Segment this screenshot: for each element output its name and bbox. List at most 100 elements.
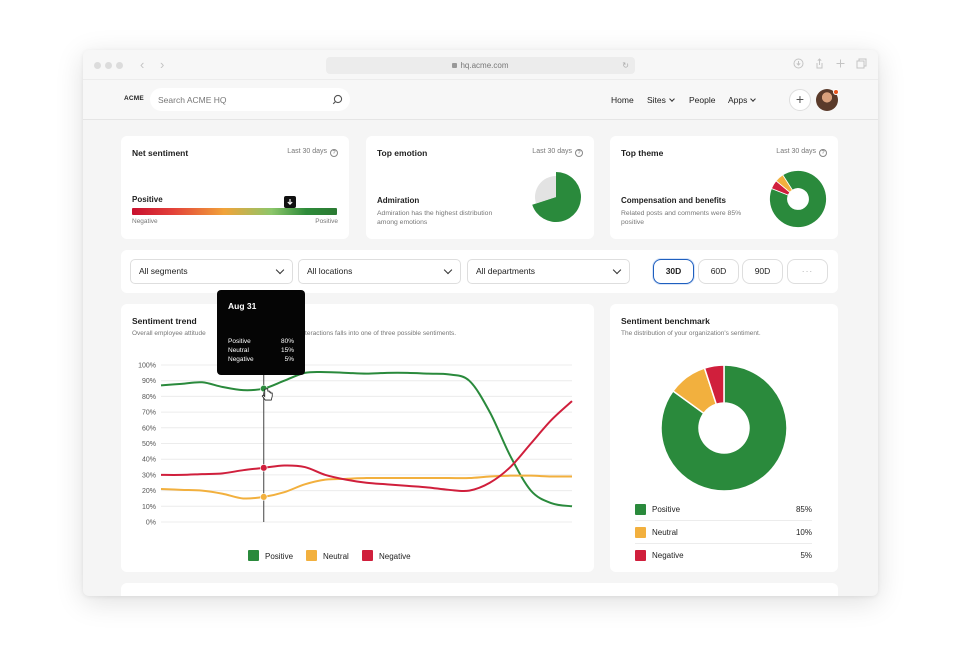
tooltip-date: Aug 31: [228, 301, 257, 311]
reload-icon[interactable]: ↻: [622, 61, 629, 70]
top-emotion-value: Admiration: [377, 196, 420, 205]
benchmark-row-positive: Positive 85%: [635, 499, 812, 521]
card-subtitle: The distribution of your organization's …: [621, 330, 761, 337]
hand-cursor-shape: [261, 387, 273, 401]
back-arrow-icon[interactable]: ‹: [140, 57, 145, 72]
scale-right-label: Positive: [315, 218, 338, 225]
card-title: Top emotion: [377, 148, 428, 158]
y-tick-label: 60%: [142, 425, 156, 432]
nav-link-apps-label: Apps: [728, 95, 748, 105]
series-line-negative: [160, 400, 573, 493]
y-tick-label: 80%: [142, 394, 156, 401]
net-sentiment-value: Positive: [132, 195, 163, 204]
sentiment-benchmark-card: Sentiment benchmark The distribution of …: [610, 304, 838, 572]
top-emotion-description: Admiration has the highest distribution …: [377, 210, 493, 226]
benchmark-value: 10%: [795, 528, 812, 537]
range-90d-button[interactable]: 90D: [742, 259, 783, 284]
search-box: [150, 88, 350, 111]
share-icon[interactable]: [814, 58, 825, 69]
y-tick-label: 100%: [138, 363, 156, 370]
range-30d-button[interactable]: 30D: [653, 259, 694, 284]
y-tick-label: 40%: [142, 457, 156, 464]
donut-slice-positive: [660, 364, 788, 492]
legend-neutral[interactable]: Neutral: [306, 550, 349, 562]
window-maximize-dot[interactable]: [116, 62, 123, 69]
period-text: Last 30 days: [532, 148, 572, 155]
top-theme-donut-chart: [769, 170, 827, 228]
add-button[interactable]: +: [789, 89, 811, 111]
legend-swatch: [635, 550, 646, 561]
more-ranges-button[interactable]: ···: [787, 259, 828, 284]
nav-link-sites[interactable]: Sites: [647, 95, 675, 105]
tooltip-label: Neutral: [228, 347, 249, 354]
card-title: Top theme: [621, 148, 664, 158]
window-minimize-dot[interactable]: [105, 62, 112, 69]
lock-icon: [452, 63, 458, 68]
nav-link-home[interactable]: Home: [611, 95, 634, 105]
info-icon[interactable]: ?: [819, 149, 827, 157]
top-emotion-card: Top emotion Last 30 days? Admiration Adm…: [366, 136, 594, 239]
scale-left-label: Negative: [132, 218, 158, 225]
search-input[interactable]: [158, 88, 328, 111]
locations-select[interactable]: All locations: [298, 259, 461, 284]
nav-link-apps[interactable]: Apps: [728, 95, 757, 105]
card-subtitle-start: Overall employee attitude: [132, 330, 206, 337]
acme-logo[interactable]: ACME: [124, 95, 144, 102]
tabs-overview-icon[interactable]: [856, 58, 867, 69]
nav-link-people[interactable]: People: [689, 95, 716, 105]
address-bar[interactable]: hq.acme.com ↻: [326, 57, 635, 74]
y-tick-label: 0%: [146, 520, 156, 527]
y-tick-label: 70%: [142, 410, 156, 417]
forward-arrow-icon[interactable]: ›: [160, 57, 165, 72]
sentiment-trend-line-chart[interactable]: 100% 90% 80% 70% 60% 50% 40% 30% 20% 10% 0%: [121, 304, 594, 539]
card-title: Sentiment trend: [132, 316, 197, 326]
segments-select[interactable]: All segments: [130, 259, 293, 284]
legend-positive[interactable]: Positive: [248, 550, 293, 562]
lower-card: [121, 583, 838, 596]
tooltip-row-neutral: Neutral 15%: [228, 347, 294, 355]
info-icon[interactable]: ?: [330, 149, 338, 157]
net-sentiment-card: Net sentiment Last 30 days? Positive Neg…: [121, 136, 349, 239]
legend-swatch: [635, 527, 646, 538]
legend-negative[interactable]: Negative: [362, 550, 411, 562]
legend-swatch: [362, 550, 373, 561]
top-emotion-pie-chart: [532, 172, 581, 222]
y-tick-label: 20%: [142, 488, 156, 495]
range-60d-button[interactable]: 60D: [698, 259, 739, 284]
avatar[interactable]: [816, 89, 839, 111]
trend-tooltip: Aug 31 Positive 80% Neutral 15% Negative 5%: [217, 290, 305, 375]
benchmark-label: Positive: [652, 505, 681, 514]
address-text: hq.acme.com: [460, 61, 509, 70]
pie-slice-other: [535, 176, 556, 204]
tooltip-value: 80%: [280, 338, 294, 345]
plus-icon: +: [795, 91, 805, 107]
top-navigation: ACME Home Sites People Apps +: [83, 80, 878, 120]
tooltip-row-negative: Negative 5%: [228, 356, 294, 364]
browser-window: ‹ › hq.acme.com ↻ ACME Home Sites People…: [83, 50, 878, 596]
card-subtitle-end: interactions falls into one of three pos…: [300, 330, 457, 337]
benchmark-label: Neutral: [652, 528, 678, 537]
search-icon[interactable]: [332, 94, 343, 105]
pie-slice-admiration: [532, 172, 581, 222]
chevron-down-icon: [443, 265, 453, 275]
benchmark-donut-chart[interactable]: [660, 364, 788, 492]
top-theme-card: Top theme Last 30 days? Compensation and…: [610, 136, 838, 239]
card-title: Sentiment benchmark: [621, 316, 710, 326]
window-close-dot[interactable]: [94, 62, 101, 69]
benchmark-value: 5%: [800, 551, 812, 560]
departments-select[interactable]: All departments: [467, 259, 630, 284]
donut-slice-neutral: [775, 174, 793, 193]
notification-dot: [833, 89, 839, 95]
new-tab-icon[interactable]: [835, 58, 846, 69]
info-icon[interactable]: ?: [575, 149, 583, 157]
y-tick-label: 50%: [142, 441, 156, 448]
card-title: Net sentiment: [132, 148, 189, 158]
series-line-positive: [160, 370, 573, 508]
period-label: Last 30 days?: [532, 148, 583, 157]
legend-swatch: [306, 550, 317, 561]
sentiment-gradient-bar: [132, 208, 337, 215]
download-icon[interactable]: [793, 58, 804, 69]
series-line-neutral: [160, 474, 573, 500]
locations-select-value: All locations: [307, 266, 353, 276]
hand-cursor-icon: [261, 387, 273, 401]
